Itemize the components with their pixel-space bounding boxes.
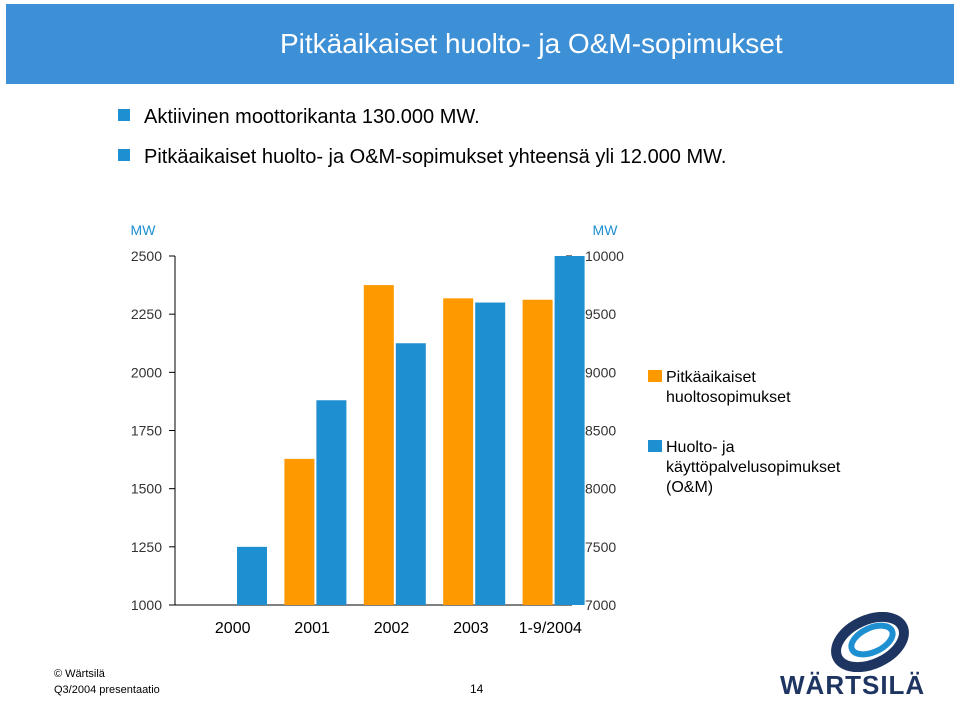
right-tick-label: 7000 bbox=[585, 597, 616, 613]
right-tick-label: 10000 bbox=[585, 248, 624, 264]
right-tick-label: 8500 bbox=[585, 423, 616, 439]
bullet-text: Aktiivinen moottorikanta 130.000 MW. bbox=[144, 106, 480, 128]
x-tick-label: 2001 bbox=[294, 620, 330, 637]
logo-text: WÄRTSILÄ bbox=[780, 670, 926, 700]
page-title: Pitkäaikaiset huolto- ja O&M-sopimukset bbox=[280, 28, 783, 59]
left-tick-label: 1500 bbox=[131, 481, 162, 497]
legend-swatch bbox=[648, 440, 662, 452]
title-bar: Pitkäaikaiset huolto- ja O&M-sopimukset bbox=[6, 4, 954, 84]
left-axis-unit: MW bbox=[131, 222, 157, 238]
legend-label: Pitkäaikaiset huoltosopimukset bbox=[666, 369, 791, 406]
right-tick-label: 8000 bbox=[585, 481, 616, 497]
bar-om-1-9/2004 bbox=[554, 256, 585, 605]
right-tick-label: 7500 bbox=[585, 539, 616, 555]
bar-huoltosopimukset-2002 bbox=[363, 285, 394, 605]
x-tick-label: 2000 bbox=[215, 620, 251, 637]
bar-om-2000 bbox=[237, 546, 267, 605]
bullet-item: Pitkäaikaiset huolto- ja O&M-sopimukset … bbox=[118, 146, 726, 169]
right-tick-label: 9500 bbox=[585, 306, 616, 322]
bullet-square-icon bbox=[118, 149, 130, 161]
page-number: 14 bbox=[470, 682, 484, 696]
bar-huoltosopimukset-2001 bbox=[284, 458, 315, 605]
left-tick-label: 2250 bbox=[131, 306, 162, 322]
legend-label: Huolto- ja käyttöpalvelusopimukset (O&M) bbox=[666, 439, 841, 496]
right-tick-label: 9000 bbox=[585, 364, 616, 380]
bullet-text: Pitkäaikaiset huolto- ja O&M-sopimukset … bbox=[144, 146, 727, 168]
bullet-item: Aktiivinen moottorikanta 130.000 MW. bbox=[118, 106, 480, 129]
bar-huoltosopimukset-1-9/2004 bbox=[522, 299, 553, 605]
left-tick-label: 1250 bbox=[131, 539, 162, 555]
right-axis-unit: MW bbox=[593, 222, 619, 238]
copyright: © Wärtsilä bbox=[54, 668, 105, 680]
bar-om-2002 bbox=[395, 343, 426, 605]
logo-swirl-icon bbox=[831, 612, 909, 672]
x-tick-label: 2002 bbox=[374, 620, 410, 637]
left-tick-label: 1750 bbox=[131, 423, 162, 439]
bar-om-2001 bbox=[316, 400, 347, 605]
legend-swatch bbox=[648, 370, 662, 382]
left-tick-label: 2500 bbox=[131, 248, 162, 264]
bar-om-2003 bbox=[475, 302, 506, 605]
left-tick-label: 2000 bbox=[131, 364, 162, 380]
bar-huoltosopimukset-2003 bbox=[443, 298, 474, 605]
x-tick-label: 2003 bbox=[453, 620, 489, 637]
wartsila-logo: WÄRTSILÄ bbox=[780, 612, 924, 702]
left-tick-label: 1000 bbox=[131, 597, 162, 613]
x-tick-label: 1-9/2004 bbox=[519, 620, 582, 637]
bullet-square-icon bbox=[118, 109, 130, 121]
presentation-label: Q3/2004 presentaatio bbox=[54, 684, 160, 696]
